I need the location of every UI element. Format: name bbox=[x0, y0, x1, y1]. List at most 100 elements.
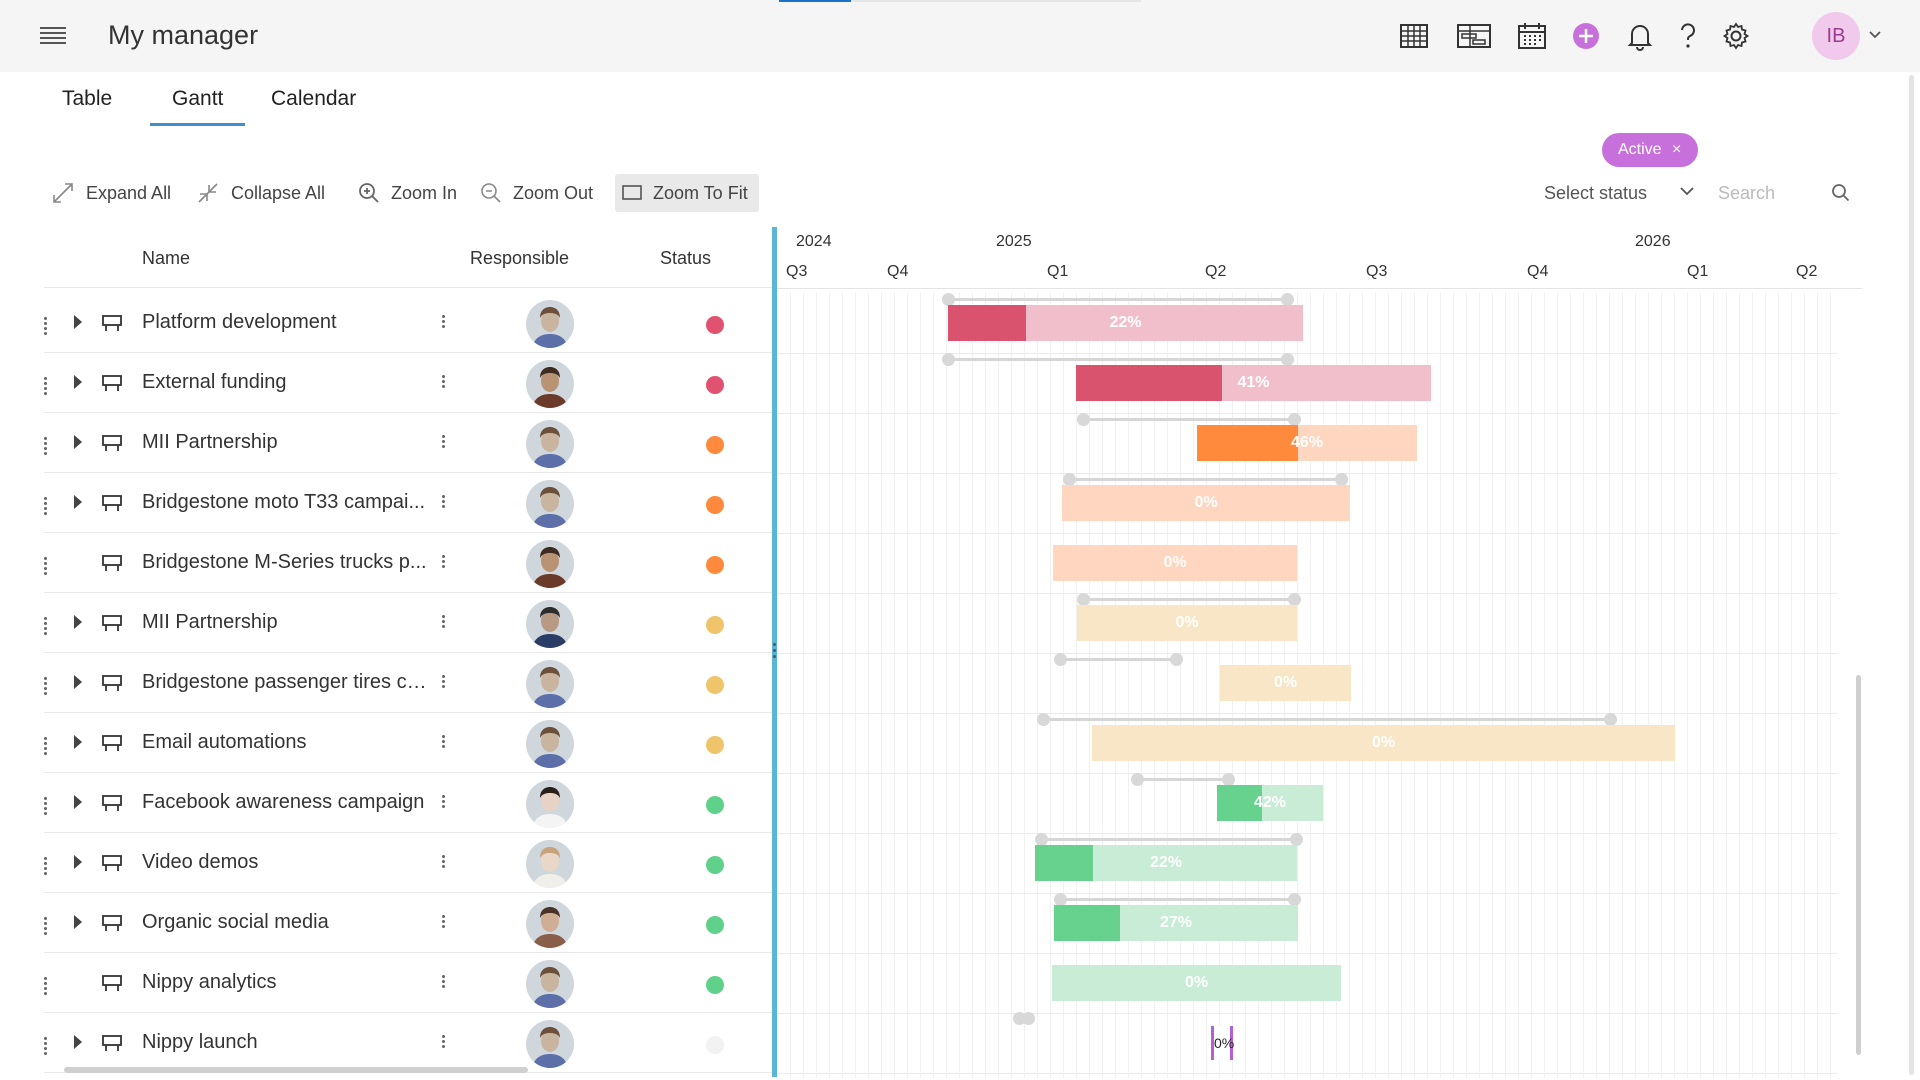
project-icon[interactable] bbox=[101, 433, 123, 453]
more-options-icon[interactable] bbox=[442, 553, 446, 573]
drag-handle-icon[interactable] bbox=[44, 315, 50, 335]
drag-handle-icon[interactable] bbox=[44, 915, 50, 935]
task-row[interactable]: Bridgestone passenger tires ca... bbox=[44, 653, 772, 713]
column-header-responsible[interactable]: Responsible bbox=[470, 248, 570, 268]
status-indicator[interactable] bbox=[706, 616, 724, 634]
chip-close-icon[interactable]: × bbox=[1672, 141, 1682, 158]
more-options-icon[interactable] bbox=[442, 1033, 446, 1053]
gantt-view-icon[interactable] bbox=[1456, 20, 1492, 52]
expand-arrow-icon[interactable] bbox=[74, 855, 82, 869]
task-name[interactable]: Bridgestone passenger tires ca... bbox=[142, 671, 434, 693]
zoom-to-fit-button[interactable]: Zoom To Fit bbox=[615, 174, 759, 212]
pane-splitter[interactable] bbox=[772, 227, 777, 1077]
drag-handle-icon[interactable] bbox=[44, 795, 50, 815]
project-icon[interactable] bbox=[101, 913, 123, 933]
task-row[interactable]: Organic social media bbox=[44, 893, 772, 953]
task-bar[interactable]: 27% bbox=[1054, 905, 1298, 941]
status-indicator[interactable] bbox=[706, 796, 724, 814]
status-indicator[interactable] bbox=[706, 856, 724, 874]
horizontal-scrollbar[interactable] bbox=[64, 1067, 528, 1073]
splitter-handle[interactable] bbox=[773, 640, 776, 664]
task-row[interactable]: Platform development bbox=[44, 293, 772, 353]
expand-arrow-icon[interactable] bbox=[74, 675, 82, 689]
expand-arrow-icon[interactable] bbox=[74, 735, 82, 749]
project-icon[interactable] bbox=[101, 313, 123, 333]
more-options-icon[interactable] bbox=[442, 913, 446, 933]
status-indicator[interactable] bbox=[706, 556, 724, 574]
task-name[interactable]: Video demos bbox=[142, 851, 259, 873]
project-icon[interactable] bbox=[101, 553, 123, 573]
project-icon[interactable] bbox=[101, 373, 123, 393]
more-options-icon[interactable] bbox=[442, 793, 446, 813]
responsible-avatar[interactable] bbox=[526, 300, 574, 348]
task-bar[interactable]: 0% bbox=[1062, 485, 1350, 521]
settings-icon[interactable] bbox=[1720, 20, 1752, 52]
status-select[interactable]: Select status bbox=[1544, 183, 1648, 203]
task-name[interactable]: Email automations bbox=[142, 731, 307, 753]
responsible-avatar[interactable] bbox=[526, 360, 574, 408]
expand-arrow-icon[interactable] bbox=[74, 615, 82, 629]
column-header-name[interactable]: Name bbox=[142, 248, 191, 268]
project-icon[interactable] bbox=[101, 853, 123, 873]
more-options-icon[interactable] bbox=[442, 973, 446, 993]
responsible-avatar[interactable] bbox=[526, 900, 574, 948]
drag-handle-icon[interactable] bbox=[44, 675, 50, 695]
responsible-avatar[interactable] bbox=[526, 660, 574, 708]
task-row[interactable]: MII Partnership bbox=[44, 413, 772, 473]
status-indicator[interactable] bbox=[706, 916, 724, 934]
drag-handle-icon[interactable] bbox=[44, 975, 50, 995]
responsible-avatar[interactable] bbox=[526, 840, 574, 888]
search-input[interactable] bbox=[1718, 178, 1818, 208]
drag-handle-icon[interactable] bbox=[44, 855, 50, 875]
tab-calendar[interactable]: Calendar bbox=[271, 87, 357, 110]
more-options-icon[interactable] bbox=[442, 733, 446, 753]
task-bar[interactable]: 42% bbox=[1217, 785, 1323, 821]
responsible-avatar[interactable] bbox=[526, 720, 574, 768]
project-icon[interactable] bbox=[101, 733, 123, 753]
task-bar[interactable]: 46% bbox=[1197, 425, 1417, 461]
task-row[interactable]: Bridgestone M-Series trucks p... bbox=[44, 533, 772, 593]
task-name[interactable]: Nippy analytics bbox=[142, 971, 277, 993]
status-indicator[interactable] bbox=[706, 316, 724, 334]
active-filter-chip[interactable]: Active × bbox=[1602, 133, 1698, 167]
expand-arrow-icon[interactable] bbox=[74, 495, 82, 509]
project-icon[interactable] bbox=[101, 1033, 123, 1053]
add-icon[interactable] bbox=[1572, 22, 1600, 50]
expand-all-button[interactable]: Expand All bbox=[44, 174, 177, 212]
task-name[interactable]: Organic social media bbox=[142, 911, 329, 933]
project-icon[interactable] bbox=[101, 793, 123, 813]
status-indicator[interactable] bbox=[706, 376, 724, 394]
chevron-down-icon[interactable] bbox=[1678, 182, 1696, 200]
responsible-avatar[interactable] bbox=[526, 540, 574, 588]
drag-handle-icon[interactable] bbox=[44, 555, 50, 575]
more-options-icon[interactable] bbox=[442, 853, 446, 873]
status-indicator[interactable] bbox=[706, 736, 724, 754]
project-icon[interactable] bbox=[101, 973, 123, 993]
task-row[interactable]: Facebook awareness campaign bbox=[44, 773, 772, 833]
more-options-icon[interactable] bbox=[442, 493, 446, 513]
more-options-icon[interactable] bbox=[442, 433, 446, 453]
task-bar[interactable]: 0% bbox=[1220, 665, 1351, 701]
drag-handle-icon[interactable] bbox=[44, 615, 50, 635]
task-name[interactable]: Nippy launch bbox=[142, 1031, 258, 1053]
responsible-avatar[interactable] bbox=[526, 1020, 574, 1068]
task-bar[interactable]: 41% bbox=[1076, 365, 1431, 401]
responsible-avatar[interactable] bbox=[526, 780, 574, 828]
task-row[interactable]: Video demos bbox=[44, 833, 772, 893]
more-options-icon[interactable] bbox=[442, 673, 446, 693]
expand-arrow-icon[interactable] bbox=[74, 915, 82, 929]
responsible-avatar[interactable] bbox=[526, 420, 574, 468]
expand-arrow-icon[interactable] bbox=[74, 435, 82, 449]
task-name[interactable]: MII Partnership bbox=[142, 611, 278, 633]
task-bar[interactable]: 22% bbox=[1035, 845, 1297, 881]
drag-handle-icon[interactable] bbox=[44, 375, 50, 395]
task-row[interactable]: MII Partnership bbox=[44, 593, 772, 653]
drag-handle-icon[interactable] bbox=[44, 735, 50, 755]
drag-handle-icon[interactable] bbox=[44, 435, 50, 455]
milestone-marker[interactable]: 0% bbox=[1211, 1026, 1234, 1060]
task-name[interactable]: Bridgestone moto T33 campai... bbox=[142, 491, 426, 513]
task-name[interactable]: External funding bbox=[142, 371, 287, 393]
expand-arrow-icon[interactable] bbox=[74, 375, 82, 389]
expand-arrow-icon[interactable] bbox=[74, 795, 82, 809]
task-row[interactable]: Bridgestone moto T33 campai... bbox=[44, 473, 772, 533]
